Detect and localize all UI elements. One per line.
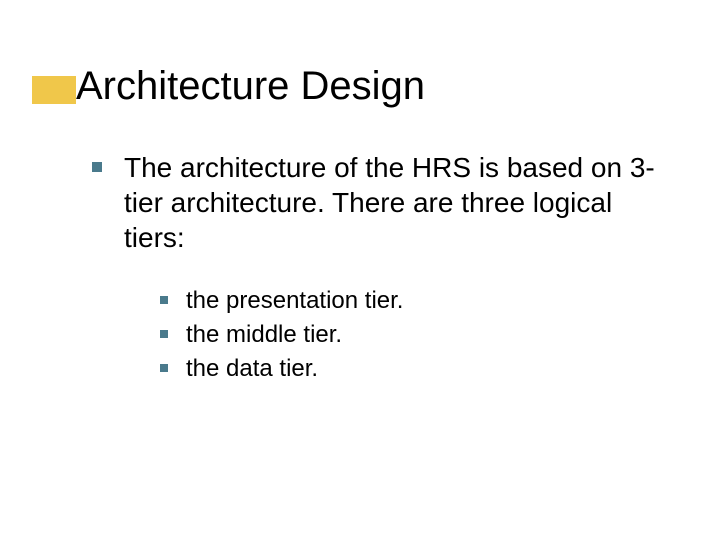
- sub-bullet-text: the presentation tier.: [186, 286, 403, 316]
- sub-bullet-item: the middle tier.: [160, 320, 403, 350]
- sub-bullet-item: the presentation tier.: [160, 286, 403, 316]
- main-bullet-block: The architecture of the HRS is based on …: [92, 150, 672, 255]
- sub-bullet-text: the middle tier.: [186, 320, 342, 350]
- square-bullet-icon: [160, 330, 168, 338]
- square-bullet-icon: [92, 162, 102, 172]
- main-bullet-row: The architecture of the HRS is based on …: [92, 150, 672, 255]
- slide-title: Architecture Design: [76, 64, 425, 109]
- sub-bullet-text: the data tier.: [186, 354, 318, 384]
- sub-bullet-item: the data tier.: [160, 354, 403, 384]
- square-bullet-icon: [160, 296, 168, 304]
- square-bullet-icon: [160, 364, 168, 372]
- sub-bullet-list: the presentation tier. the middle tier. th…: [160, 286, 403, 388]
- main-bullet-text: The architecture of the HRS is based on …: [124, 150, 672, 255]
- title-accent-box: [32, 76, 76, 104]
